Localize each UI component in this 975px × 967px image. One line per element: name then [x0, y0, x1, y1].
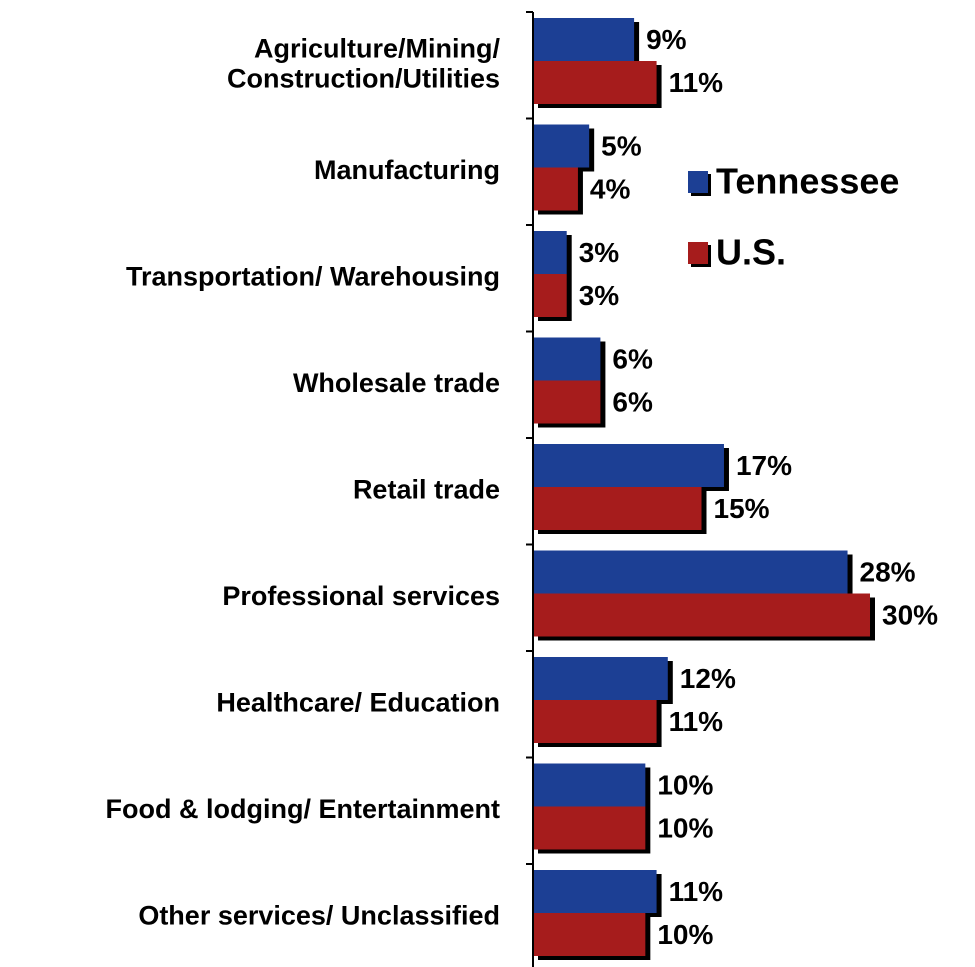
bar [533, 700, 657, 743]
bar [533, 167, 578, 211]
value-label: 15% [714, 493, 770, 524]
category-label: Manufacturing [314, 155, 500, 185]
bar [533, 380, 601, 424]
bar [533, 913, 646, 956]
value-label: 28% [860, 556, 916, 587]
category-label: Wholesale trade [293, 368, 500, 398]
bar [533, 61, 657, 104]
bar [533, 763, 646, 807]
legend-swatch [688, 242, 708, 264]
value-label: 12% [680, 663, 736, 694]
value-label: 5% [601, 130, 642, 161]
bar [533, 806, 646, 850]
bar [533, 337, 601, 381]
legend-swatch [688, 171, 708, 193]
value-label: 10% [657, 812, 713, 843]
bar [533, 274, 567, 317]
value-label: 17% [736, 450, 792, 481]
bar [533, 444, 724, 487]
value-label: 30% [882, 599, 938, 630]
category-label: Retail trade [353, 474, 500, 504]
value-label: 4% [590, 173, 631, 204]
value-label: 6% [612, 386, 653, 417]
bar [533, 18, 635, 61]
category-label: Transportation/ Warehousing [126, 261, 500, 291]
bar [533, 124, 590, 168]
category-label-line: Agriculture/Mining/ [254, 33, 500, 63]
bar [533, 550, 848, 594]
category-label: Healthcare/ Education [216, 687, 500, 717]
value-label: 10% [657, 919, 713, 950]
value-label: 11% [669, 876, 724, 907]
category-label: Professional services [222, 581, 500, 611]
value-label: 3% [579, 237, 620, 268]
value-label: 11% [669, 706, 724, 737]
bar [533, 487, 702, 530]
value-label: 6% [612, 343, 653, 374]
value-label: 10% [657, 769, 713, 800]
category-label: Agriculture/Mining/Construction/Utilitie… [227, 33, 501, 93]
value-label: 11% [669, 67, 724, 98]
category-label: Other services/ Unclassified [138, 900, 500, 930]
category-label-line: Construction/Utilities [227, 63, 500, 93]
value-label: 3% [579, 280, 620, 311]
category-label: Food & lodging/ Entertainment [106, 794, 500, 824]
legend-label: U.S. [716, 232, 786, 273]
bar [533, 231, 567, 274]
bar [533, 870, 657, 913]
bar [533, 593, 870, 637]
bar [533, 657, 668, 700]
value-label: 9% [646, 24, 687, 55]
legend-label: Tennessee [716, 161, 899, 202]
